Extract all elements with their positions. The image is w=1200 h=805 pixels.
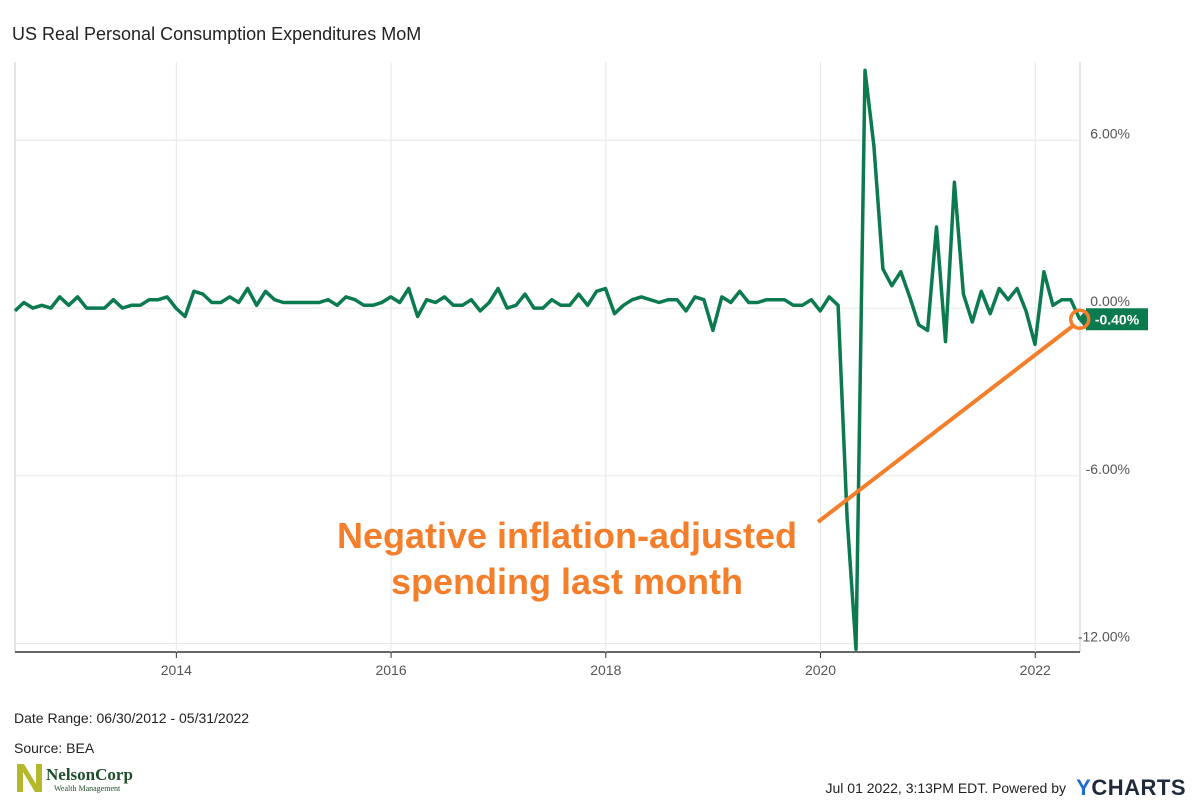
x-tick-label: 2014 [161, 662, 192, 678]
timestamp: Jul 01 2022, 3:13PM EDT. Powered by [826, 780, 1066, 796]
ycharts-logo: YCHARTS [1076, 775, 1186, 801]
y-tick-label: 0.00% [1090, 293, 1130, 309]
annotation-text-line: spending last month [391, 561, 743, 602]
chart-area: 6.00% 0.00% -6.00% -12.00% 2014 2016 2018 2020… [13, 62, 1148, 678]
grid-lines [14, 62, 1081, 653]
annotation-circle [1068, 308, 1091, 331]
powered-by-text: Powered by [992, 780, 1066, 796]
timestamp-text: Jul 01 2022, 3:13PM EDT. [825, 780, 989, 796]
last-value-label: -0.40% [1095, 311, 1140, 327]
y-axis-ticks: 6.00% 0.00% -6.00% -12.00% [1078, 125, 1130, 644]
last-value-box [1086, 308, 1148, 331]
annotation-arrow [816, 323, 1075, 524]
x-tick-label: 2022 [1020, 662, 1051, 678]
x-axis-ticks: 2014 2016 2018 2020 2022 [161, 652, 1051, 678]
x-tick-label: 2016 [375, 662, 406, 678]
series-line [13, 68, 1082, 651]
x-tick-label: 2020 [805, 662, 836, 678]
ycharts-y: Y [1076, 775, 1092, 800]
annotation-text-line: Negative inflation-adjusted [337, 515, 797, 556]
date-range: Date Range: 06/30/2012 - 05/31/2022 [14, 710, 250, 726]
ycharts-rest: CHARTS [1091, 775, 1186, 800]
y-tick-label: -6.00% [1086, 461, 1130, 477]
x-tick-label: 2018 [590, 662, 621, 678]
chart-title: US Real Personal Consumption Expenditure… [12, 24, 422, 44]
y-tick-label: -12.00% [1078, 629, 1130, 645]
logo-subtitle: Wealth Management [54, 784, 121, 793]
logo-name: NelsonCorp [46, 765, 133, 784]
y-tick-label: 6.00% [1090, 125, 1130, 141]
source: Source: BEA [14, 740, 95, 756]
nelsoncorp-logo: NelsonCorp Wealth Management [14, 762, 133, 794]
annotation: Negative inflation-adjusted spending last… [337, 308, 1091, 602]
